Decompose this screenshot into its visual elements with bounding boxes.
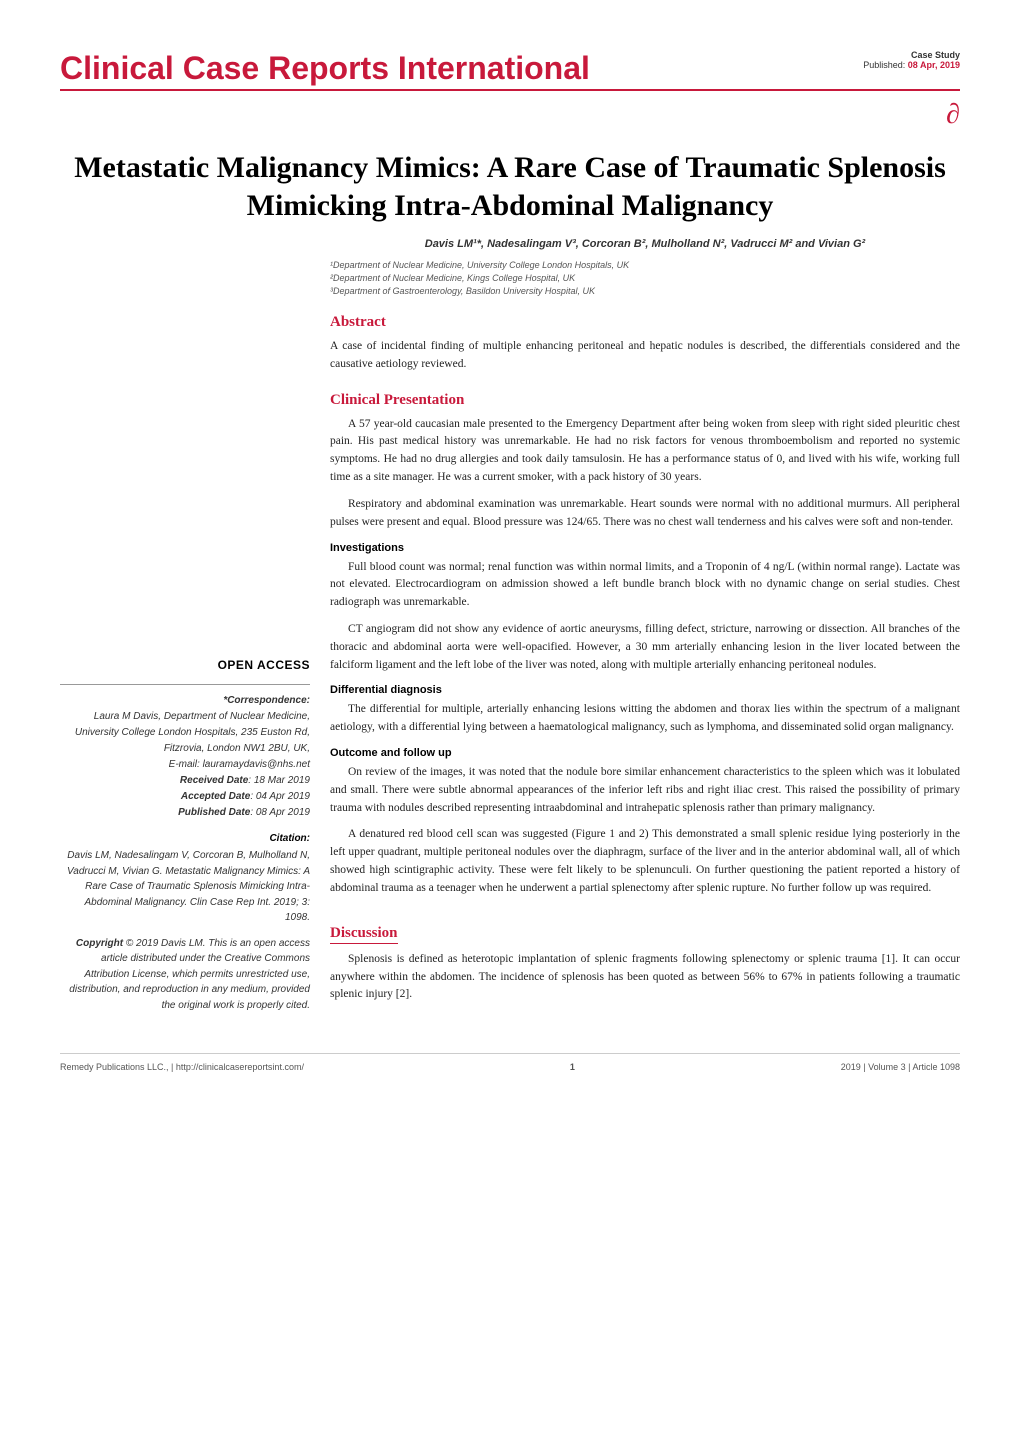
email-label: E-mail:: [169, 759, 203, 770]
discussion-para-1: Splenosis is defined as heterotopic impl…: [330, 951, 960, 1004]
investigations-para-1: Full blood count was normal; renal funct…: [330, 559, 960, 612]
pub-date: 08 Apr 2019: [256, 807, 310, 818]
outcome-para-2: A denatured red blood cell scan was sugg…: [330, 826, 960, 897]
correspondence-label: *Correspondence:: [60, 693, 310, 709]
clinical-heading: Clinical Presentation: [330, 392, 960, 409]
correspondence-email: E-mail: lauramaydavis@nhs.net: [60, 757, 310, 773]
outcome-para-1: On review of the images, it was noted th…: [330, 764, 960, 817]
pub-label: Published Date: [178, 807, 250, 818]
article-title: Metastatic Malignancy Mimics: A Rare Cas…: [60, 149, 960, 224]
investigations-heading: Investigations: [330, 542, 960, 554]
oa-icon-row: ∂: [60, 99, 960, 131]
copyright-label: Copyright: [76, 938, 123, 949]
copyright-block: Copyright © 2019 Davis LM. This is an op…: [60, 936, 310, 1014]
study-type: Case Study: [863, 50, 960, 60]
clinical-para-1: A 57 year-old caucasian male presented t…: [330, 416, 960, 487]
received-label: Received Date: [180, 775, 248, 786]
footer-page-num: 1: [570, 1062, 575, 1072]
published-date: 08 Apr, 2019: [908, 60, 960, 70]
oa-rule: [60, 684, 310, 685]
left-column: OPEN ACCESS *Correspondence: Laura M Dav…: [60, 238, 310, 1013]
clinical-para-2: Respiratory and abdominal examination wa…: [330, 496, 960, 532]
citation-label: Citation:: [60, 833, 310, 844]
open-access-heading: OPEN ACCESS: [60, 658, 310, 672]
footer-right: 2019 | Volume 3 | Article 1098: [841, 1062, 960, 1072]
published-label: Published:: [863, 60, 908, 70]
footer: Remedy Publications LLC., | http://clini…: [60, 1053, 960, 1072]
investigations-para-2: CT angiogram did not show any evidence o…: [330, 621, 960, 674]
accepted-label: Accepted Date: [181, 791, 250, 802]
footer-left: Remedy Publications LLC., | http://clini…: [60, 1062, 304, 1072]
affiliation-3: ³Department of Gastroenterology, Basildo…: [330, 286, 960, 296]
accepted-line: Accepted Date: 04 Apr 2019: [60, 789, 310, 805]
affiliation-2: ²Department of Nuclear Medicine, Kings C…: [330, 273, 960, 283]
discussion-heading: Discussion: [330, 925, 398, 944]
correspondence-block: *Correspondence: Laura M Davis, Departme…: [60, 693, 310, 821]
published-line: Published: 08 Apr, 2019: [863, 60, 960, 70]
received-date: 18 Mar 2019: [254, 775, 310, 786]
correspondence-text: Laura M Davis, Department of Nuclear Med…: [60, 709, 310, 757]
published-line: Published Date: 08 Apr 2019: [60, 805, 310, 821]
accepted-date: 04 Apr 2019: [256, 791, 310, 802]
differential-heading: Differential diagnosis: [330, 684, 960, 696]
abstract-text: A case of incidental finding of multiple…: [330, 338, 960, 374]
header-row: Clinical Case Reports International Case…: [60, 50, 960, 87]
received-line: Received Date: 18 Mar 2019: [60, 773, 310, 789]
header-meta: Case Study Published: 08 Apr, 2019: [863, 50, 960, 70]
journal-name: Clinical Case Reports International: [60, 50, 590, 87]
authors: Davis LM¹*, Nadesalingam V³, Corcoran B²…: [330, 238, 960, 250]
header-rule: [60, 89, 960, 91]
citation-text: Davis LM, Nadesalingam V, Corcoran B, Mu…: [60, 848, 310, 926]
differential-para-1: The differential for multiple, arteriall…: [330, 701, 960, 737]
affiliation-1: ¹Department of Nuclear Medicine, Univers…: [330, 260, 960, 270]
email-value: lauramaydavis@nhs.net: [203, 759, 310, 770]
open-access-icon: ∂: [946, 99, 960, 130]
abstract-heading: Abstract: [330, 314, 960, 331]
right-column: Davis LM¹*, Nadesalingam V³, Corcoran B²…: [330, 238, 960, 1013]
outcome-heading: Outcome and follow up: [330, 747, 960, 759]
